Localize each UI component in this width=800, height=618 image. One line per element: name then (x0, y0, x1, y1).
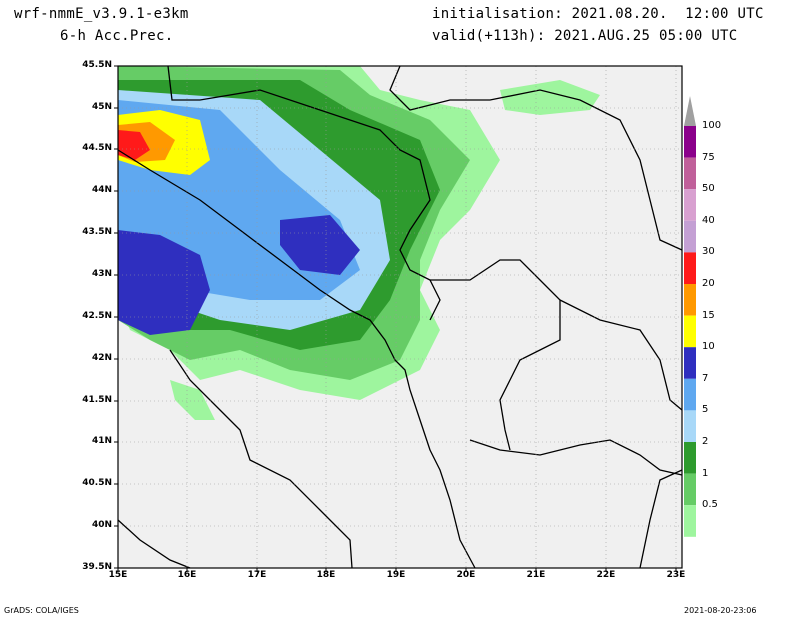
valid-time: valid(+113h): 2021.AUG.25 05:00 UTC (432, 28, 738, 44)
colorbar-swatch (684, 220, 696, 253)
colorbar-label: 0.5 (702, 499, 718, 511)
colorbar-swatch (684, 189, 696, 221)
lon-label: 22E (596, 570, 616, 580)
lon-label: 23E (666, 570, 686, 580)
colorbar-swatch (684, 473, 696, 506)
lon-label: 18E (316, 570, 336, 580)
colorbar-label: 7 (702, 372, 709, 384)
colorbar-swatch (684, 252, 696, 284)
colorbar-swatch (684, 315, 696, 348)
lon-label: 16E (177, 570, 197, 580)
lat-label: 40.5N (82, 478, 112, 488)
lon-label: 15E (108, 570, 128, 580)
colorbar-label: 10 (702, 341, 715, 353)
colorbar-label: 5 (702, 404, 709, 416)
lat-label: 42.5N (82, 311, 112, 321)
colorbar-swatch (684, 378, 696, 411)
init-time: initialisation: 2021.08.20. 12:00 UTC (432, 6, 764, 22)
lon-label: 19E (386, 570, 406, 580)
lat-label: 44N (91, 185, 112, 195)
colorbar-label: 40 (702, 214, 715, 226)
field-name: 6-h Acc.Prec. (60, 28, 174, 44)
colorbar-label: 1 (702, 467, 709, 479)
lon-label: 20E (456, 570, 476, 580)
colorbar-swatch (684, 126, 696, 158)
lat-label: 44.5N (82, 143, 112, 153)
colorbar-legend (684, 96, 696, 537)
colorbar-label: 2 (702, 436, 709, 447)
colorbar-top-triangle (684, 96, 696, 126)
colorbar-label: 75 (702, 151, 715, 163)
colorbar-label: 100 (702, 120, 722, 131)
lat-label: 43N (91, 269, 112, 279)
precip-fields (118, 66, 600, 420)
colorbar-label: 20 (702, 278, 715, 289)
lat-label: 42N (91, 353, 112, 363)
lat-label: 40N (91, 520, 112, 530)
lat-label: 45.5N (82, 60, 112, 70)
model-name: wrf-nmmE_v3.9.1-e3km (14, 6, 189, 22)
colorbar-swatch (684, 442, 696, 474)
colorbar-swatch (684, 347, 696, 379)
colorbar-swatch (684, 505, 696, 537)
lon-label: 17E (247, 570, 267, 580)
borders (117, 65, 683, 569)
tick-marks (114, 65, 677, 572)
lat-label: 43.5N (82, 227, 112, 237)
lat-label: 39.5N (82, 562, 112, 572)
colorbar-swatch (684, 284, 696, 316)
lon-label: 21E (526, 570, 546, 580)
plot-timestamp: 2021-08-20-23:06 (684, 606, 757, 615)
colorbar-label: 50 (702, 183, 715, 195)
colorbar-label: 15 (702, 309, 715, 321)
colorbar-swatch (684, 157, 696, 190)
lat-label: 41.5N (82, 395, 112, 405)
lat-label: 41N (91, 436, 112, 446)
colorbar-label: 30 (702, 246, 715, 258)
colorbar-swatch (684, 410, 696, 442)
lat-label: 45N (91, 102, 112, 112)
grads-credit: GrADS: COLA/IGES (4, 606, 79, 615)
